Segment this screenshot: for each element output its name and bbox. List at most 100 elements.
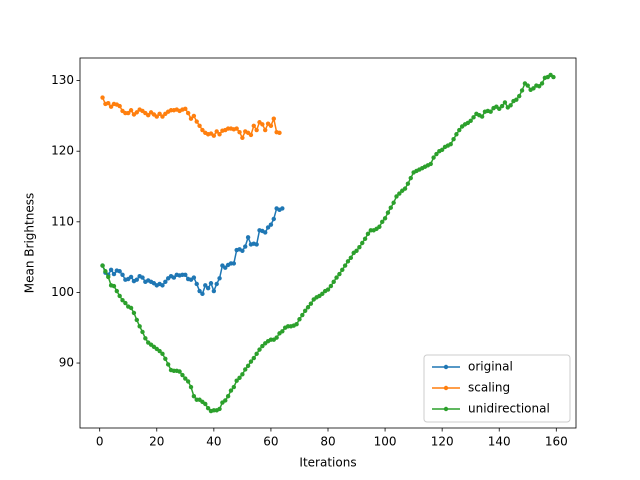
data-point	[488, 109, 493, 114]
data-point	[391, 200, 396, 205]
data-point	[183, 106, 188, 112]
data-point	[251, 355, 256, 361]
y-tick-label: 120	[51, 144, 74, 158]
data-point	[188, 116, 194, 121]
data-point	[117, 103, 122, 109]
data-point	[362, 236, 368, 241]
legend: original scaling unidirectional	[423, 354, 571, 423]
x-tick-label: 120	[431, 435, 454, 449]
y-tick-label: 90	[59, 356, 74, 370]
data-point	[160, 283, 165, 288]
data-point	[251, 123, 256, 128]
data-point	[248, 359, 254, 364]
data-point	[263, 127, 268, 133]
data-point	[519, 88, 525, 93]
data-point	[248, 132, 254, 138]
data-point	[514, 97, 519, 102]
data-point	[539, 81, 545, 86]
data-point	[171, 275, 177, 280]
data-point	[243, 244, 248, 249]
data-point	[394, 194, 399, 199]
x-tick-label: 140	[488, 435, 511, 449]
data-point	[134, 110, 139, 115]
data-point	[134, 317, 139, 323]
data-point	[100, 263, 105, 268]
data-point	[377, 224, 382, 229]
data-point	[157, 111, 162, 116]
x-tick-label: 160	[545, 435, 568, 449]
data-point	[183, 272, 188, 277]
data-point	[439, 147, 445, 152]
data-point	[228, 388, 234, 393]
data-point	[268, 222, 274, 227]
data-point	[234, 378, 239, 383]
data-point	[185, 379, 191, 384]
data-point	[197, 288, 202, 294]
data-point	[183, 376, 188, 381]
data-point	[340, 267, 345, 273]
data-point	[497, 106, 502, 112]
data-point	[320, 291, 325, 297]
data-point	[280, 206, 285, 211]
y-tick-label: 130	[51, 73, 74, 87]
data-point	[325, 287, 331, 292]
data-point	[111, 283, 117, 289]
data-point	[131, 310, 137, 316]
data-point	[140, 329, 145, 335]
data-point	[120, 272, 125, 277]
data-point	[434, 151, 439, 157]
data-point	[457, 127, 462, 133]
data-point	[360, 240, 365, 246]
data-point	[531, 86, 536, 91]
data-point	[225, 394, 231, 399]
data-point	[211, 133, 217, 138]
data-point	[257, 347, 262, 352]
data-point	[402, 186, 408, 191]
legend-label: original	[468, 360, 513, 374]
data-point	[551, 74, 556, 80]
data-point	[254, 351, 259, 357]
data-point	[385, 210, 391, 215]
x-tick-label: 0	[96, 435, 104, 449]
data-point	[108, 104, 114, 109]
data-point	[214, 281, 219, 287]
data-point	[120, 297, 125, 303]
data-point	[117, 269, 122, 274]
data-point	[263, 230, 268, 235]
data-point	[268, 123, 274, 128]
data-point	[128, 108, 134, 113]
data-point	[237, 129, 242, 135]
x-tick-label: 20	[149, 435, 164, 449]
data-point	[408, 175, 413, 181]
legend-label: unidirectional	[468, 402, 550, 416]
data-point	[163, 356, 168, 362]
data-point	[203, 401, 208, 407]
data-point	[468, 118, 473, 124]
data-point	[536, 84, 542, 89]
data-point	[143, 336, 148, 341]
data-point	[431, 155, 436, 160]
data-point	[479, 114, 485, 119]
data-point	[525, 83, 530, 88]
data-point	[160, 351, 165, 357]
x-tick-label: 60	[263, 435, 278, 449]
data-point	[294, 322, 299, 327]
data-point	[217, 276, 222, 281]
data-point	[337, 271, 342, 277]
data-point	[331, 279, 336, 285]
data-point	[297, 317, 302, 322]
data-point	[502, 100, 508, 105]
data-point	[271, 216, 276, 222]
data-point	[245, 363, 251, 369]
data-point	[128, 274, 134, 280]
data-point	[231, 261, 237, 266]
data-point	[177, 369, 182, 374]
x-tick-label: 100	[374, 435, 397, 449]
data-point	[448, 141, 453, 147]
data-point	[100, 95, 105, 100]
data-point	[342, 263, 348, 268]
data-point	[254, 127, 259, 133]
data-point	[223, 265, 228, 270]
data-point	[260, 343, 265, 349]
